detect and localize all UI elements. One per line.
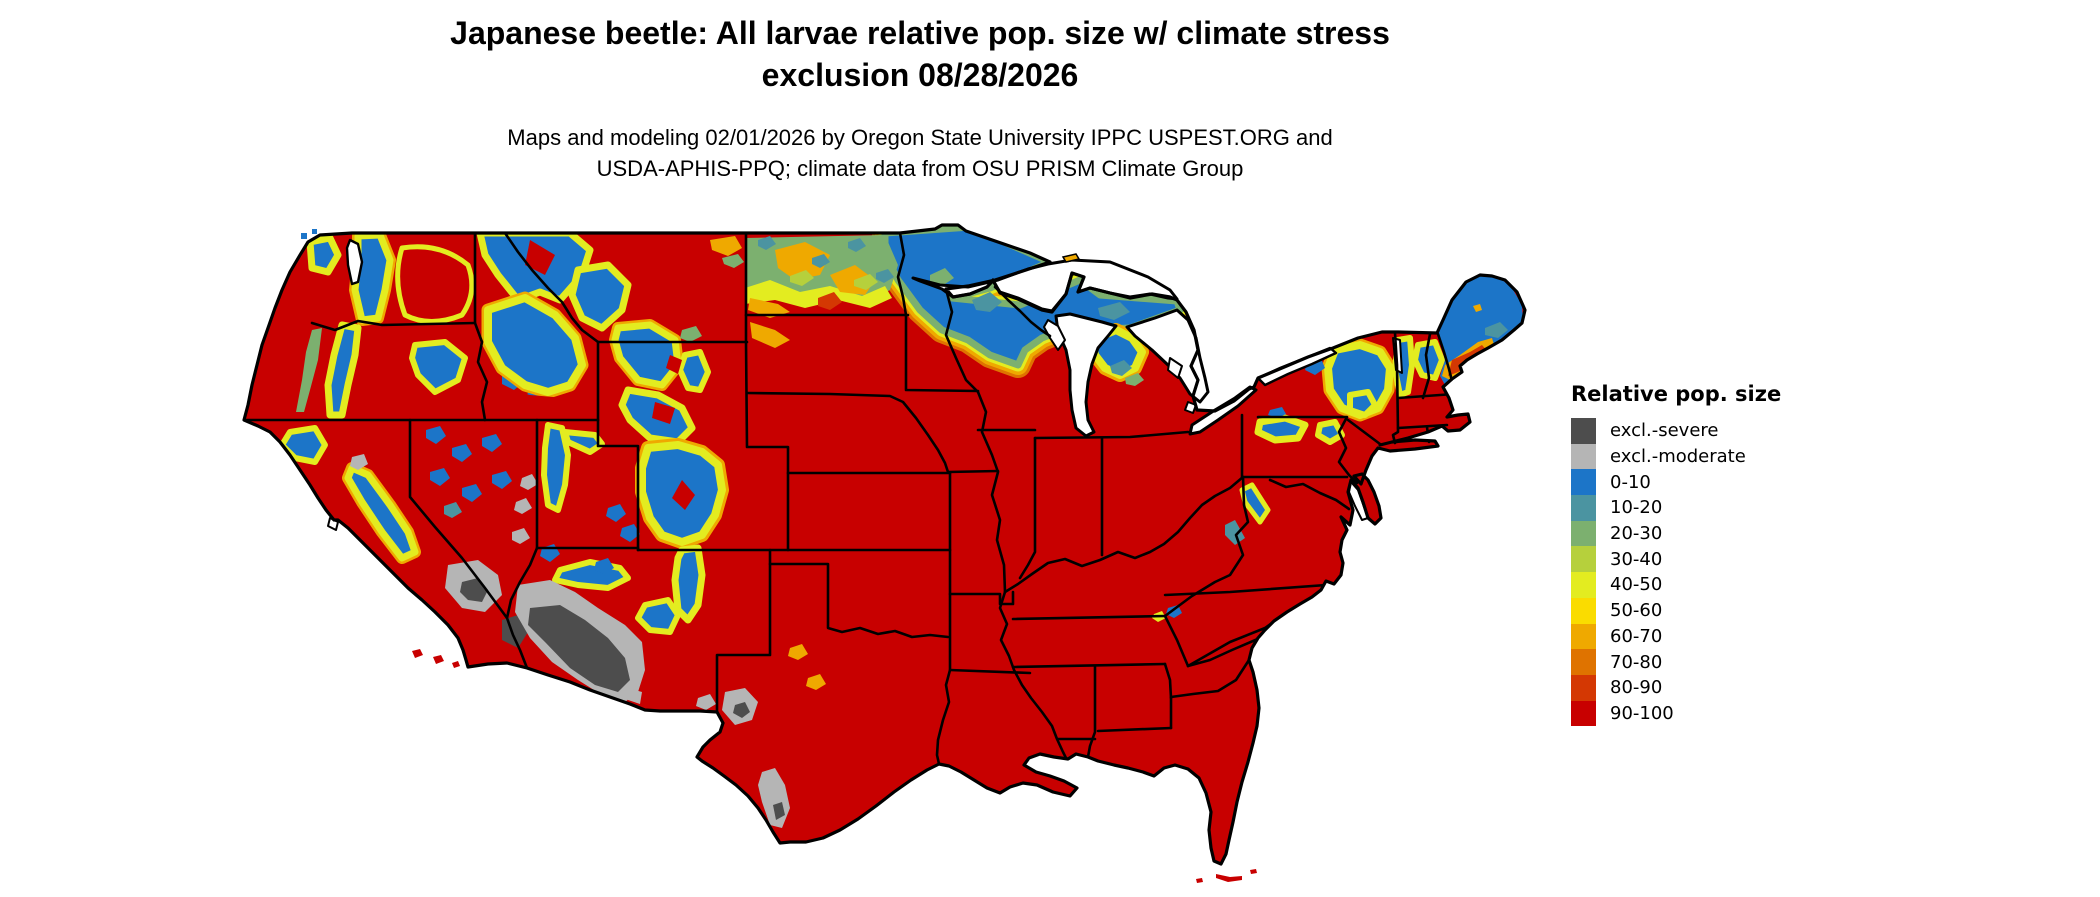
legend-row-60-70: 60-70 bbox=[1571, 623, 1801, 650]
patch-california bbox=[279, 425, 528, 648]
legend-label: excl.-moderate bbox=[1610, 446, 1746, 468]
patch-dakota-band bbox=[710, 235, 898, 348]
patch-texas-exclusion bbox=[696, 688, 790, 828]
legend-swatch bbox=[1571, 418, 1596, 444]
map-title-line1: Japanese beetle: All larvae relative pop… bbox=[450, 15, 1390, 51]
patch-north-mitten bbox=[1085, 323, 1149, 386]
legend-swatch bbox=[1571, 546, 1596, 573]
legend-swatch bbox=[1571, 520, 1596, 547]
legend-swatch bbox=[1571, 495, 1596, 521]
map-legend: Relative pop. size excl.-severe excl.-mod… bbox=[1571, 382, 1801, 727]
legend-label: excl.-severe bbox=[1610, 420, 1719, 442]
legend-label: 70-80 bbox=[1610, 651, 1663, 673]
patch-northern-rockies bbox=[481, 261, 711, 446]
legend-row-50-60: 50-60 bbox=[1571, 597, 1801, 624]
puget-sound bbox=[345, 238, 364, 286]
legend-swatch bbox=[1571, 649, 1596, 675]
green-bay bbox=[1043, 319, 1066, 351]
legend-label: 20-30 bbox=[1610, 523, 1663, 545]
lake-huron bbox=[1125, 308, 1210, 404]
saginaw-bay bbox=[1167, 357, 1183, 379]
legend-row-90-100: 90-100 bbox=[1571, 700, 1801, 727]
legend-row-excl.-moderate: excl.-moderate bbox=[1571, 443, 1801, 470]
map-subtitle-line1: Maps and modeling 02/01/2026 by Oregon S… bbox=[507, 125, 1333, 150]
us-risk-map bbox=[230, 180, 1560, 892]
legend-row-30-40: 30-40 bbox=[1571, 546, 1801, 573]
state-borders bbox=[244, 231, 1456, 766]
map-title-line2: exclusion 08/28/2026 bbox=[761, 57, 1079, 93]
great-lakes bbox=[327, 238, 1403, 531]
legend-swatch bbox=[1571, 597, 1596, 624]
legend-items: excl.-severe excl.-moderate 0-10 10-20 20-30… bbox=[1571, 418, 1801, 727]
patch-desert-exclusion bbox=[515, 580, 645, 704]
legend-swatch bbox=[1571, 572, 1596, 598]
patch-appalachians-northeast bbox=[1152, 338, 1397, 622]
legend-swatch bbox=[1571, 469, 1596, 496]
legend-swatch bbox=[1571, 443, 1596, 470]
legend-label: 10-20 bbox=[1610, 497, 1663, 519]
legend-row-40-50: 40-50 bbox=[1571, 572, 1801, 598]
legend-label: 60-70 bbox=[1610, 625, 1663, 647]
legend-row-80-90: 80-90 bbox=[1571, 674, 1801, 701]
legend-swatch bbox=[1571, 674, 1596, 701]
legend-label: 40-50 bbox=[1610, 574, 1663, 596]
legend-label: 30-40 bbox=[1610, 548, 1663, 570]
patch-great-basin bbox=[426, 422, 640, 544]
legend-title: Relative pop. size bbox=[1571, 382, 1782, 406]
legend-row-0-10: 0-10 bbox=[1571, 469, 1801, 496]
legend-row-20-30: 20-30 bbox=[1571, 520, 1801, 547]
legend-label: 90-100 bbox=[1610, 702, 1674, 724]
legend-swatch bbox=[1571, 623, 1596, 650]
offshore-details bbox=[301, 229, 1257, 883]
legend-row-excl.-severe: excl.-severe bbox=[1571, 418, 1801, 444]
lake-michigan bbox=[1054, 312, 1118, 438]
legend-label: 0-10 bbox=[1610, 471, 1651, 493]
legend-row-70-80: 70-80 bbox=[1571, 649, 1801, 675]
legend-swatch bbox=[1571, 700, 1596, 727]
legend-row-10-20: 10-20 bbox=[1571, 495, 1801, 521]
legend-label: 50-60 bbox=[1610, 600, 1663, 622]
patch-southern-rockies bbox=[540, 438, 826, 690]
lake-st-clair bbox=[1184, 401, 1197, 414]
us-map-svg bbox=[242, 223, 1527, 883]
legend-label: 80-90 bbox=[1610, 677, 1663, 699]
figure-titles: Japanese beetle: All larvae relative pop… bbox=[220, 12, 1620, 184]
map-subtitle-line2: USDA-APHIS-PPQ; climate data from OSU PR… bbox=[596, 156, 1244, 181]
